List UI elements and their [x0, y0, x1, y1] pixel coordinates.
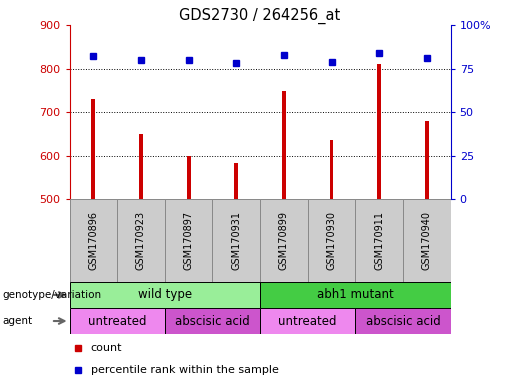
Text: GSM170931: GSM170931 — [231, 211, 241, 270]
Text: percentile rank within the sample: percentile rank within the sample — [91, 365, 279, 375]
Text: GSM170896: GSM170896 — [89, 211, 98, 270]
Bar — [70, 308, 165, 334]
Text: untreated: untreated — [88, 314, 146, 328]
Bar — [260, 308, 355, 334]
Bar — [282, 91, 286, 199]
Bar — [355, 308, 451, 334]
Bar — [139, 134, 143, 199]
Bar — [260, 199, 308, 282]
Bar — [307, 199, 355, 282]
Text: count: count — [91, 343, 123, 353]
Text: genotype/variation: genotype/variation — [3, 290, 101, 300]
Bar — [403, 199, 451, 282]
Text: abscisic acid: abscisic acid — [366, 314, 440, 328]
Bar — [425, 121, 428, 199]
Bar — [117, 199, 165, 282]
Text: agent: agent — [3, 316, 32, 326]
Text: GSM170940: GSM170940 — [422, 211, 432, 270]
Bar — [70, 199, 117, 282]
Bar — [187, 156, 191, 199]
Bar — [92, 99, 95, 199]
Bar — [330, 140, 333, 199]
Bar — [377, 64, 381, 199]
Text: GSM170897: GSM170897 — [184, 211, 194, 270]
Text: abscisic acid: abscisic acid — [175, 314, 250, 328]
Text: GSM170911: GSM170911 — [374, 211, 384, 270]
Bar — [165, 308, 260, 334]
Bar — [260, 282, 451, 308]
Bar — [212, 199, 260, 282]
Text: wild type: wild type — [138, 288, 192, 301]
Text: GSM170930: GSM170930 — [327, 211, 336, 270]
Bar — [355, 199, 403, 282]
Title: GDS2730 / 264256_at: GDS2730 / 264256_at — [179, 7, 341, 23]
Bar — [234, 163, 238, 199]
Bar — [70, 282, 260, 308]
Text: GSM170923: GSM170923 — [136, 211, 146, 270]
Text: abh1 mutant: abh1 mutant — [317, 288, 394, 301]
Bar — [165, 199, 212, 282]
Text: GSM170899: GSM170899 — [279, 211, 289, 270]
Text: untreated: untreated — [279, 314, 337, 328]
